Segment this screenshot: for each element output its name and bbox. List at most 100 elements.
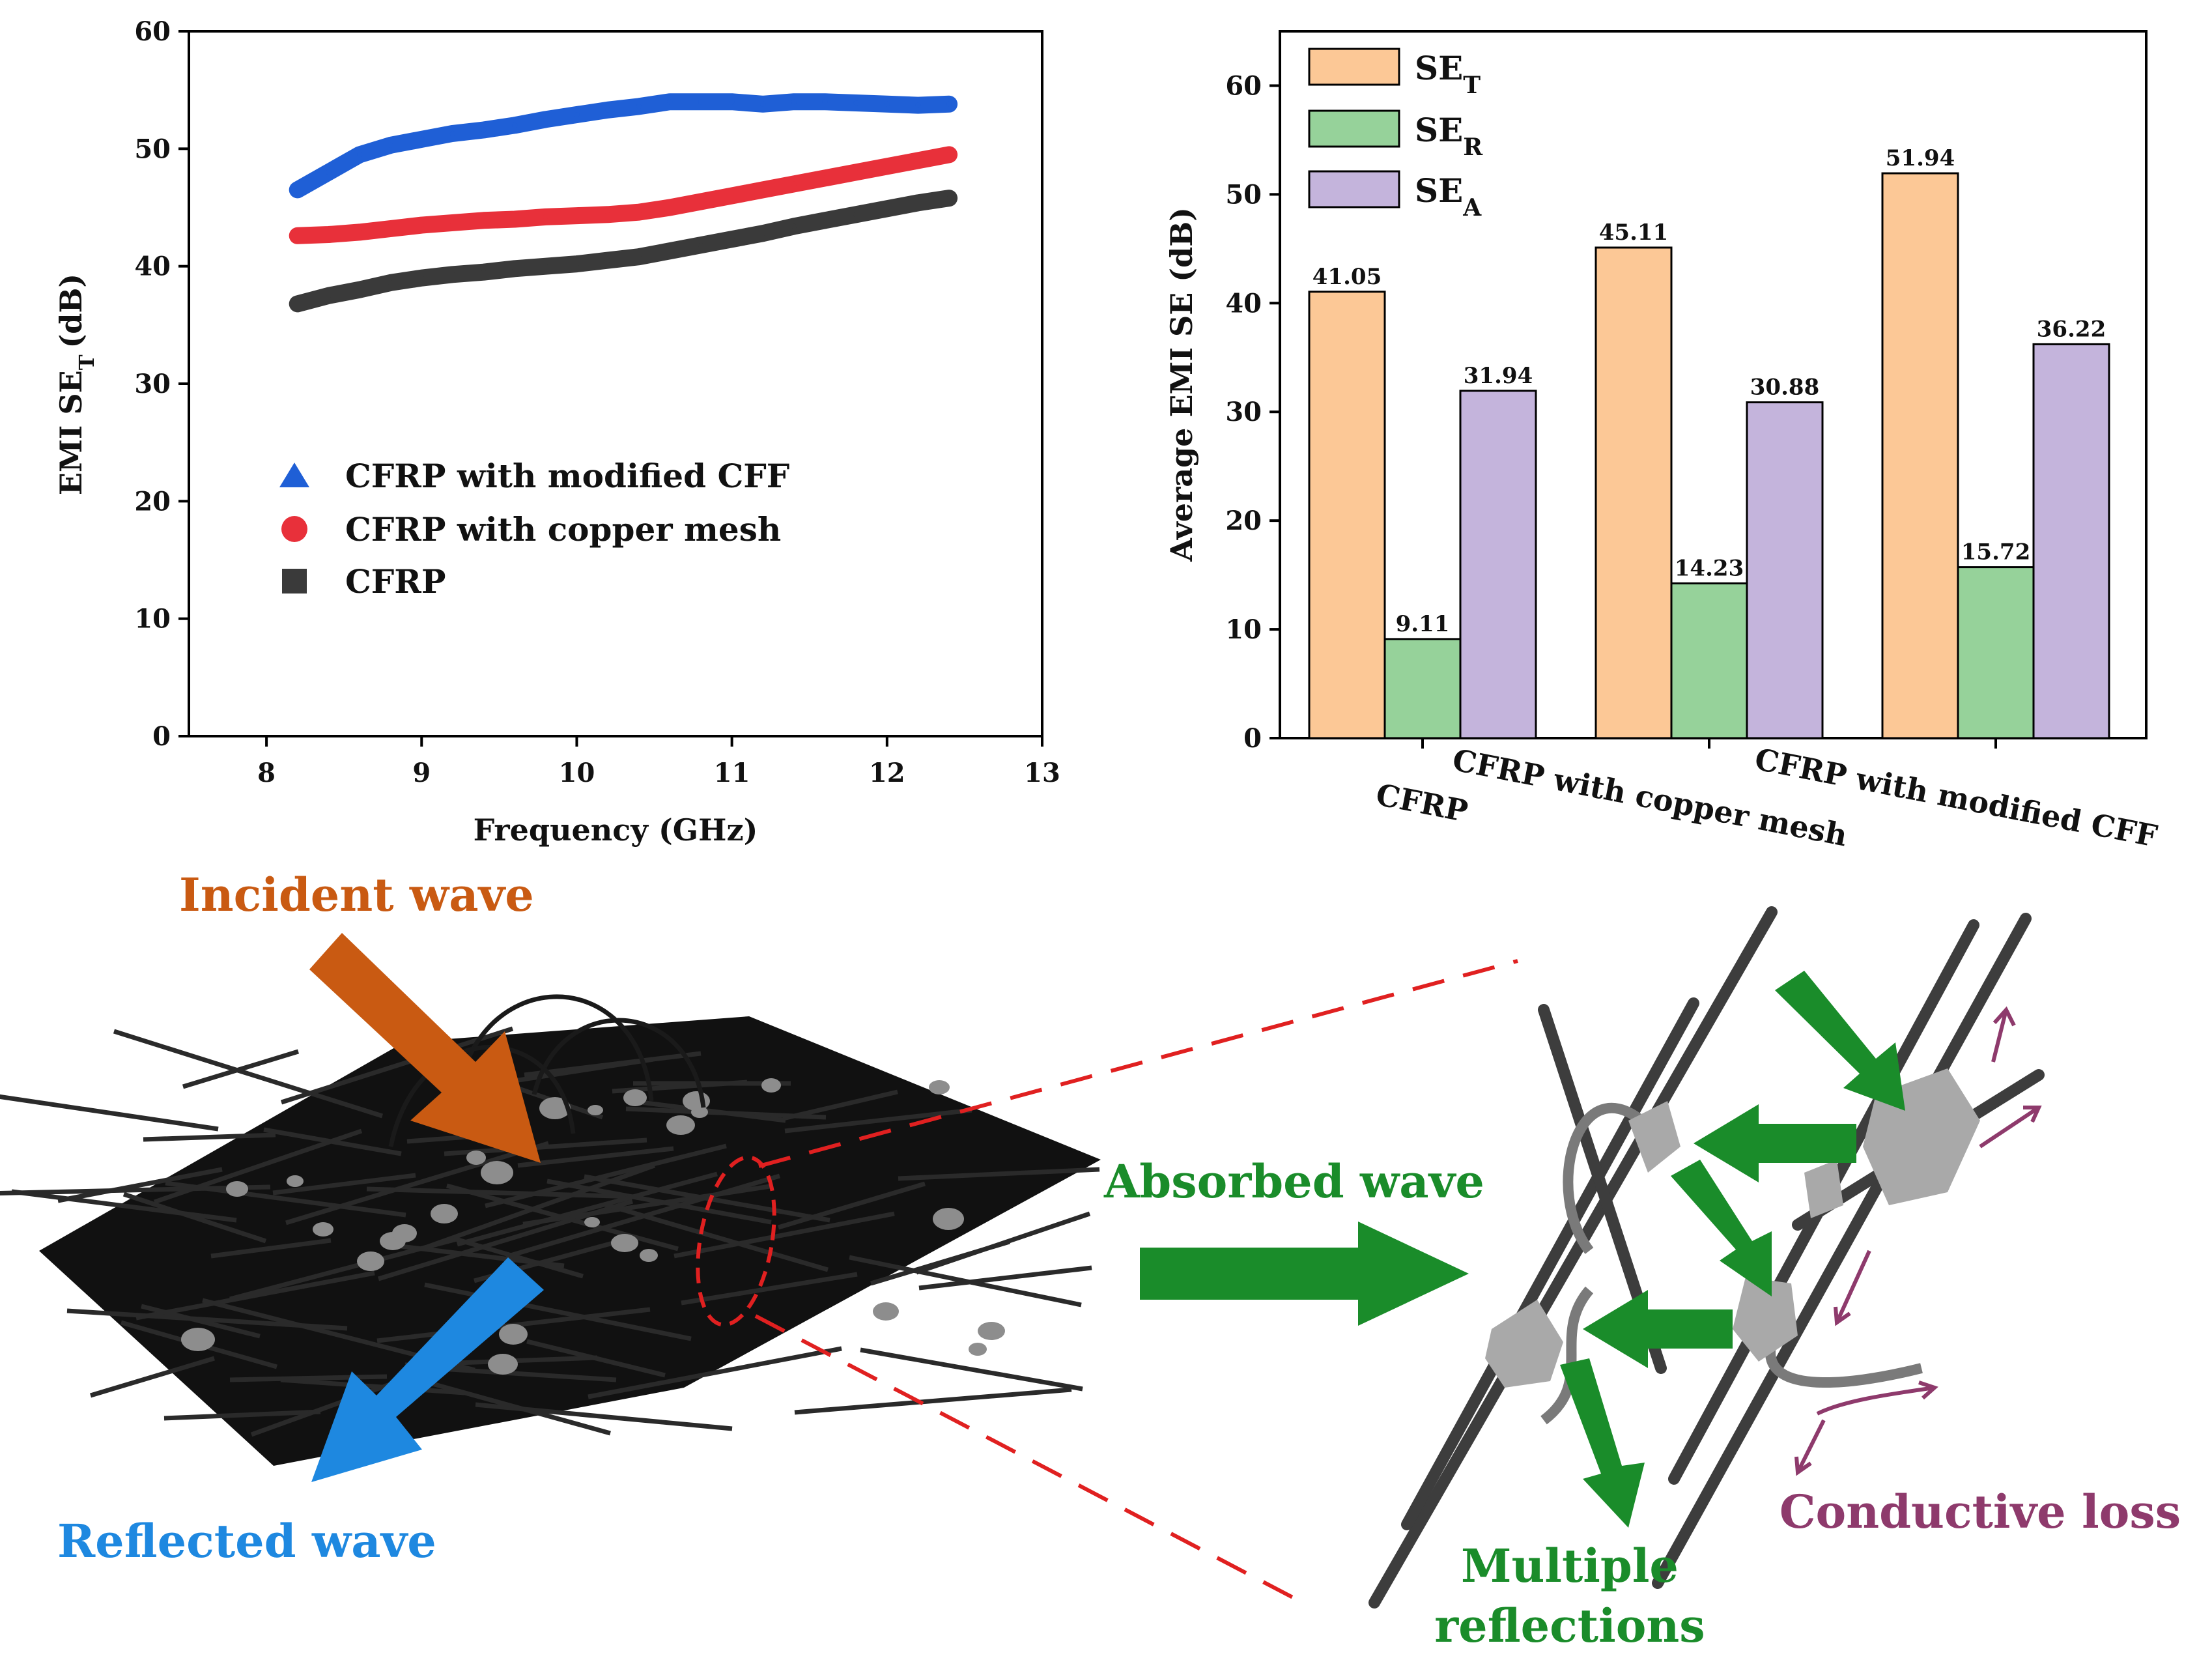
data-point [326, 293, 332, 298]
data-point [636, 104, 642, 109]
legend-label-se-r: SER [1415, 111, 1483, 161]
ccf-flake [873, 1302, 899, 1321]
data-point [481, 218, 487, 223]
data-point [512, 216, 518, 222]
data-point [419, 222, 425, 228]
y-tick-label: 10 [1225, 614, 1262, 645]
fiber-strand [419, 1365, 617, 1382]
y-tick-label: 30 [134, 369, 171, 399]
ccf-flake [466, 1151, 486, 1165]
reflected-wave-label: Reflected wave [57, 1514, 436, 1568]
ccf-flake [539, 1097, 571, 1119]
ccf-flake [683, 1091, 710, 1111]
data-point [946, 195, 952, 201]
line-chart-x-axis-label: Frequency (GHz) [474, 812, 758, 848]
data-point [388, 279, 393, 285]
data-point [791, 223, 797, 229]
data-point [884, 101, 890, 107]
data-point [294, 301, 300, 307]
fiber-strand [485, 1143, 727, 1208]
data-point [667, 205, 673, 210]
fiber-mat-body [39, 1016, 1101, 1466]
ccf-flake [623, 1089, 647, 1106]
bar-cfrp-with-copper-mesh-r [1670, 582, 1748, 739]
data-point [294, 187, 300, 193]
multiple-reflection-arrows [1560, 971, 1905, 1528]
data-point [294, 233, 300, 238]
data-point [357, 152, 362, 158]
ccf-flake [499, 1324, 528, 1345]
fiber-strand [113, 1029, 384, 1119]
data-point [543, 214, 548, 220]
data-point [946, 101, 952, 107]
zoom-callout [696, 959, 1518, 1605]
fiber-strand [860, 1347, 1083, 1392]
line-chart-legend: CFRP with modified CFF CFRP with copper … [279, 457, 789, 601]
fiber-strand [584, 1174, 830, 1223]
data-point [667, 99, 673, 105]
x-tick-label: 12 [869, 758, 905, 788]
y-tick-label: 40 [134, 251, 171, 282]
bar-value-label: 36.22 [2037, 316, 2106, 342]
bar-cfrp-with-modified-cff-t [1881, 172, 1959, 739]
y-tick-label: 50 [1225, 179, 1262, 210]
data-point [419, 136, 425, 142]
category-label-cfrp: CFRP [1373, 777, 1471, 829]
legend-label-se-t: SET [1415, 49, 1481, 99]
bar-cfrp-t [1308, 291, 1386, 739]
data-point [388, 142, 393, 148]
fiber-strand [453, 1236, 584, 1279]
bar-cfrp-r [1383, 638, 1462, 739]
fiber-strand [784, 1108, 972, 1134]
fiber-strand [182, 1049, 300, 1089]
fiber-strand [366, 1186, 638, 1199]
data-point [791, 181, 797, 187]
bar-value-label: 31.94 [1464, 363, 1533, 389]
multiple-reflections-label-line1: Multiple [1461, 1539, 1679, 1593]
fiber-strand [280, 1377, 465, 1395]
fiber-strand [0, 1094, 219, 1132]
bar-cfrp-with-copper-mesh-a [1746, 401, 1824, 739]
data-point [574, 261, 580, 267]
bar-value-label: 30.88 [1750, 375, 1819, 401]
x-tick-label: 9 [412, 758, 431, 788]
legend-label-copper-mesh: CFRP with copper mesh [345, 510, 781, 549]
fiber-strand [229, 1236, 460, 1302]
zoom-line-top [758, 959, 1518, 1168]
legend-marker-square [282, 569, 307, 593]
bar-chart: 0 10 20 30 40 50 60 41.05 9.11 31.94 45.11 14.23 30… [1164, 30, 2161, 854]
data-point [419, 275, 425, 281]
fiber-strand [210, 1238, 332, 1259]
bar-cfrp-with-modified-cff-a [2032, 343, 2110, 739]
y-tick-label: 20 [134, 486, 171, 517]
carbon-fiber-mat [0, 994, 1101, 1466]
data-point [605, 212, 611, 218]
data-point [512, 122, 518, 128]
data-point [357, 229, 362, 235]
y-tick-label: 30 [1225, 397, 1262, 427]
fiber-strand [57, 1167, 223, 1203]
fiber-strand [422, 1163, 656, 1251]
bar-cfrp-a [1459, 390, 1537, 739]
y-tick-label: 0 [1243, 723, 1262, 754]
legend-label-se-a: SEA [1415, 171, 1482, 222]
ccf-flake [287, 1175, 304, 1187]
legend-label-cfrp: CFRP [345, 562, 446, 601]
fiber-strand [782, 1089, 898, 1121]
ccf-flake [978, 1322, 1005, 1340]
zoom-ellipse [696, 1155, 776, 1327]
fiber-strand [122, 1192, 267, 1244]
fiber-strand [674, 1211, 895, 1259]
bar-value-label: 9.11 [1396, 611, 1450, 637]
fiber-strand [526, 1339, 666, 1378]
ccf-flake [181, 1328, 215, 1351]
data-point [605, 257, 611, 263]
legend-marker-circle [281, 516, 307, 542]
ccf-flakes [181, 1078, 1005, 1375]
ccf-flake [481, 1161, 513, 1184]
data-point [449, 220, 455, 225]
x-tick-label: 8 [257, 758, 276, 788]
data-point [481, 269, 487, 275]
